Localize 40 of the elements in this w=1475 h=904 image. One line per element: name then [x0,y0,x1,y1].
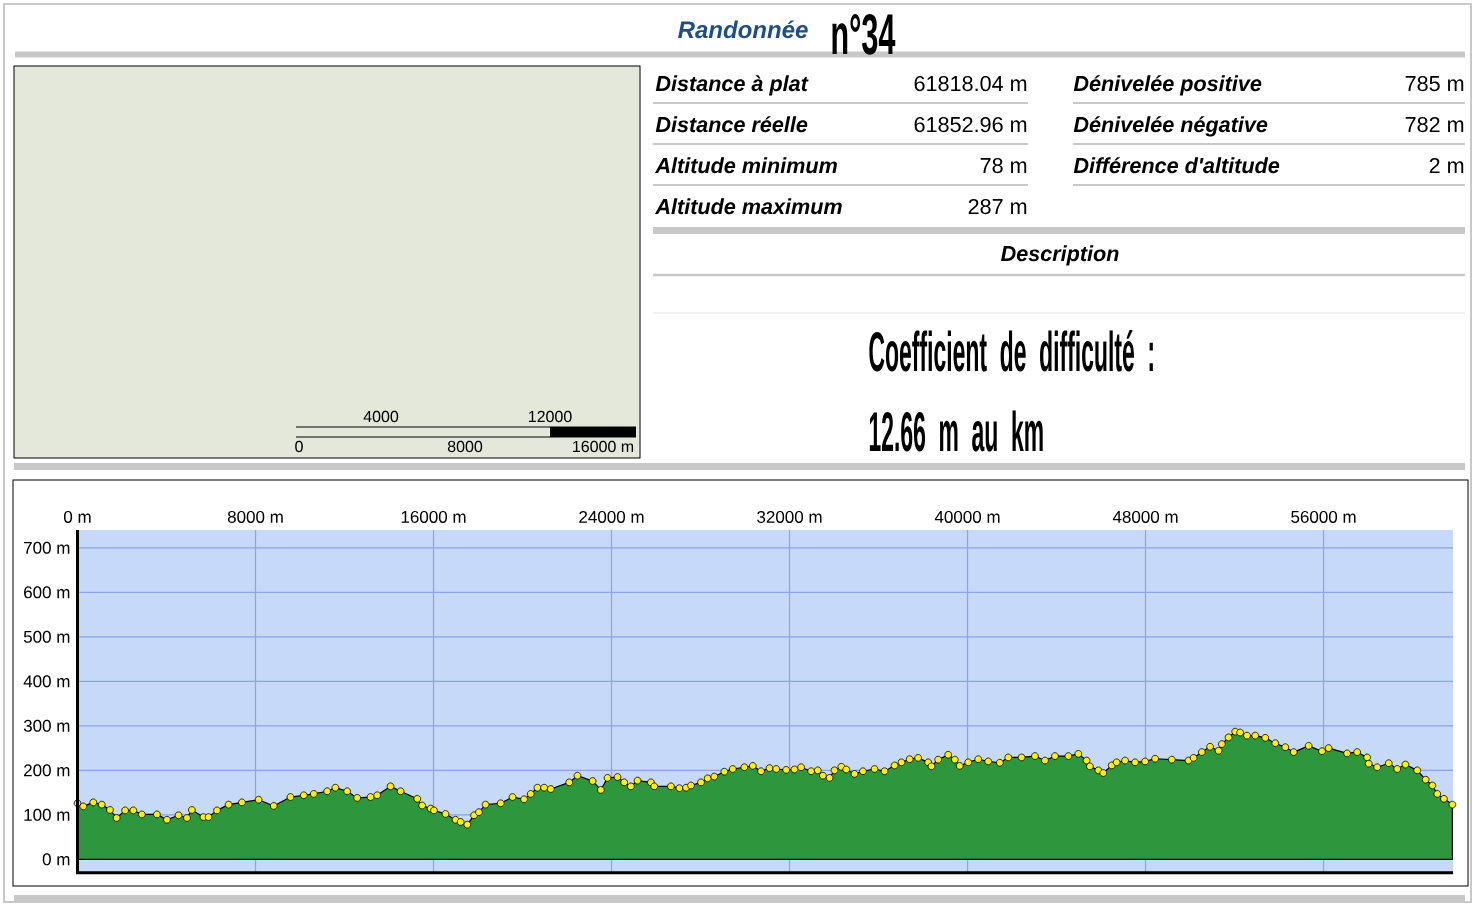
text: Coefficient de difficulté : [869,329,1153,372]
text: 61818.04 m [914,75,1027,92]
text: 287 m [968,198,1027,215]
y-tick-label: 700 m [24,541,70,554]
text: Distance réelle [655,116,808,133]
text: 78 m [980,157,1027,174]
text: 782 m [1405,116,1464,133]
text: 0 [295,440,303,453]
y-tick-label: 0 m [42,853,70,866]
text: Altitude maximum [654,198,842,215]
y-tick-label: 100 m [24,808,70,821]
text: Dénivelée négative [1073,116,1268,137]
x-tick-label: 8000 m [227,510,283,523]
x-tick-label: 0 m [63,510,91,523]
text: 785 m [1405,75,1464,92]
x-tick-label: 16000 m [401,510,466,523]
x-tick-label: 48000 m [1112,510,1178,523]
text: 2 m [1429,157,1464,173]
text: Dénivelée positive [1073,75,1262,96]
text: Description [1000,245,1119,266]
x-tick-label: 40000 m [934,510,1000,523]
x-tick-label: 56000 m [1291,510,1356,523]
text: 16000 m [573,440,634,453]
x-tick-label: 32000 m [757,510,822,523]
y-tick-label: 600 m [24,586,70,599]
text: 4000 [363,410,399,423]
text: 12000 [528,410,572,423]
chart-title: Randonnée [678,20,808,39]
y-tick-label: 500 m [23,630,70,643]
y-tick-label: 200 m [24,764,70,777]
x-tick-label: 24000 m [579,510,644,523]
y-tick-label: 400 m [23,675,70,688]
text: Distance à plat [655,75,809,96]
y-tick-label: 300 m [23,719,70,732]
text: 12.66 m au km [869,410,1043,452]
text: Altitude minimum [654,157,837,174]
text: Différence d'altitude [1073,157,1280,174]
chart-subtitle: n°34 [832,13,896,55]
text: 61852.96 m [914,116,1027,133]
text: 8000 [447,440,483,453]
